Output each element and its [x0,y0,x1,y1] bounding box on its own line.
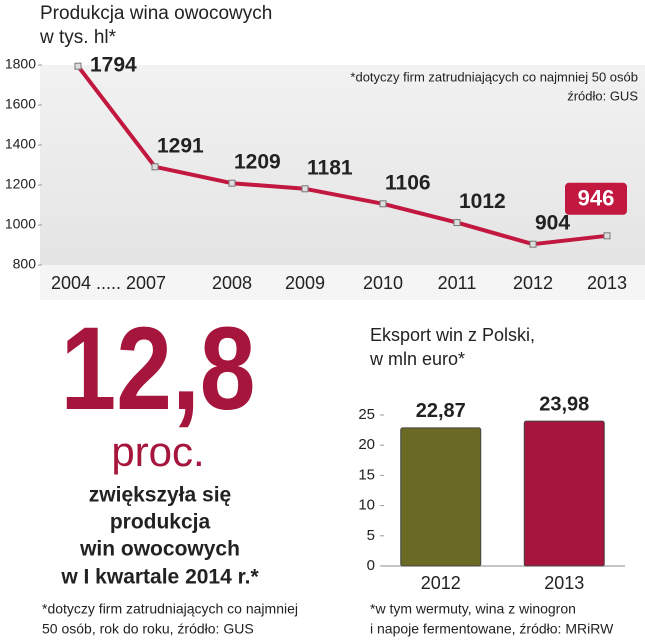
value-label: 1012 [459,190,506,213]
y-tick-label: 1200 [5,176,36,192]
x-tick-label: 2009 [285,273,325,293]
y-tick-label: 25 [358,406,375,423]
x-tick-label: 2012 [513,273,553,293]
x-tick-label: 2012 [421,573,461,593]
bar [400,427,482,567]
x-tick-label: 2013 [544,573,584,593]
title: w tys. hl* [39,27,117,48]
callout-text: zwiększyła się [89,484,231,507]
value-label: 904 [535,212,570,235]
bar [523,420,605,567]
x-tick-label: 2013 [587,273,627,293]
value-label: 22,87 [416,400,466,422]
value-label: 1291 [157,134,204,157]
note: *dotyczy firm zatrudniających co najmnie… [42,601,298,617]
callout-text: produkcja [110,511,211,534]
note: *dotyczy firm zatrudniających co najmnie… [350,69,638,84]
point [379,200,387,208]
value-label: 1794 [90,54,137,77]
y-tick-label: 1800 [5,56,36,72]
point [228,179,236,187]
callout-number: 12,8 [61,303,256,435]
note: *w tym wermuty, wina z winogron [370,601,576,617]
note: i napoje fermentowane, źródło: MRiRW [370,621,614,637]
highlight-box [565,182,627,215]
plot-background [40,65,645,265]
y-tick-label: 15 [358,466,375,483]
x-tick-label: 2011 [438,273,477,293]
point [301,185,309,193]
title: Eksport win z Polski, [370,325,535,345]
point [453,219,461,227]
line [76,64,608,247]
y-tick-label: 1000 [5,216,36,232]
title: w mln euro* [369,349,465,369]
x-tick-label: 2004 ..... 2007 [51,273,166,293]
y-tick-label: 1400 [5,136,36,152]
callout-unit: proc. [111,428,204,475]
value-label: 1209 [234,151,281,174]
y-tick-label: 1600 [5,96,36,112]
axis-band [40,265,645,300]
value-label: 1181 [307,156,353,179]
callout-text: w I kwartale 2014 r.* [60,566,259,589]
y-tick-label: 0 [367,557,375,574]
note: 50 osób, rok do roku, źródło: GUS [42,621,254,637]
x-tick-label: 2010 [363,273,403,293]
value-label: 23,98 [539,393,589,415]
point [151,163,159,171]
callout-text: win owocowych [79,538,240,561]
note: źródło: GUS [567,88,638,103]
point [74,62,82,70]
y-tick-label: 5 [367,527,375,544]
y-tick-label: 20 [358,436,375,453]
point [603,232,611,240]
x-tick-label: 2008 [212,273,252,293]
point [529,240,537,248]
value-label: 946 [578,186,615,211]
y-tick-label: 800 [13,256,37,272]
y-tick-label: 10 [358,497,375,514]
value-label: 1106 [385,171,431,194]
title: Produkcja wina owocowych [40,3,272,24]
